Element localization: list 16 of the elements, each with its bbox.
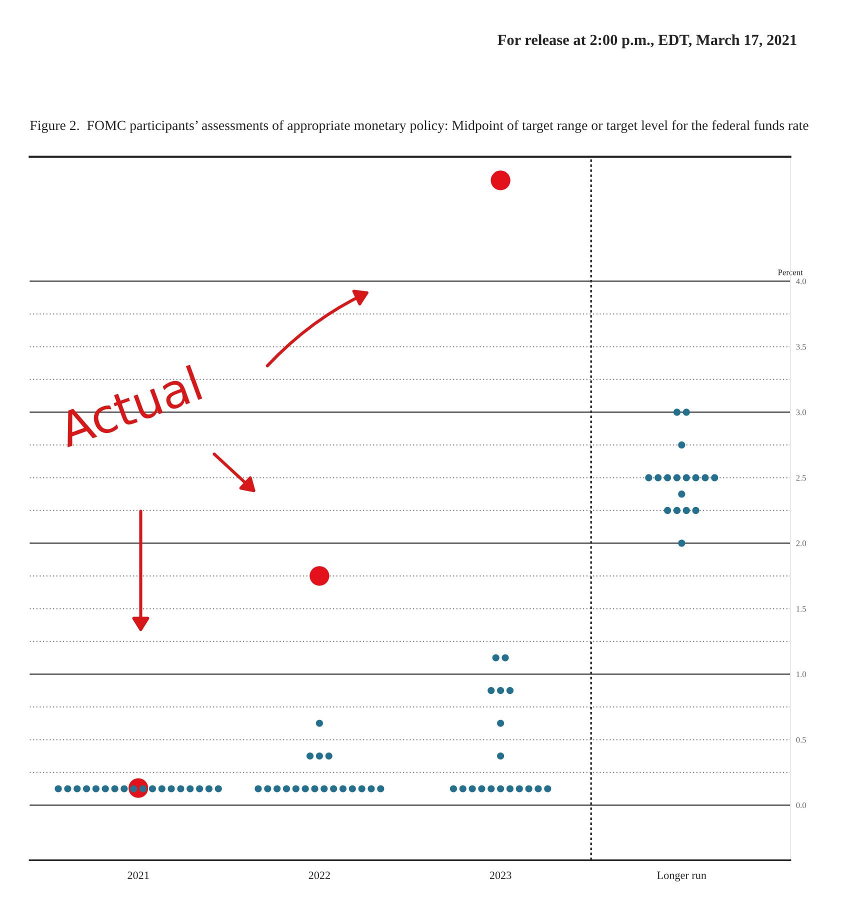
y-tick-label: 0.5 bbox=[796, 737, 806, 743]
y-tick-label: 1.5 bbox=[796, 606, 806, 612]
x-tick-label: 2022 bbox=[308, 872, 330, 880]
y-axis-title: Percent bbox=[778, 270, 803, 276]
y-tick-label: 2.0 bbox=[796, 540, 806, 546]
y-tick-label: 1.0 bbox=[796, 672, 806, 678]
y-tick-label: 3.0 bbox=[796, 410, 806, 416]
x-tick-label: 2021 bbox=[128, 872, 149, 880]
x-tick-label: Longer run bbox=[657, 872, 706, 882]
y-tick-label: 3.5 bbox=[796, 344, 806, 350]
y-tick-label: 4.0 bbox=[796, 278, 806, 284]
y-tick-label: 0.0 bbox=[796, 802, 806, 808]
chart-title: Figure 2. FOMC participants’ assessments of appropriate monetary policy: Midpoint of target range or target level for the federal funds rate bbox=[30, 120, 808, 133]
text: For release at 2:00 p.m., EDT, March 17, 2021 bbox=[498, 34, 796, 48]
y-tick-label: 2.5 bbox=[796, 475, 806, 481]
x-tick-label: 2023 bbox=[490, 872, 512, 880]
